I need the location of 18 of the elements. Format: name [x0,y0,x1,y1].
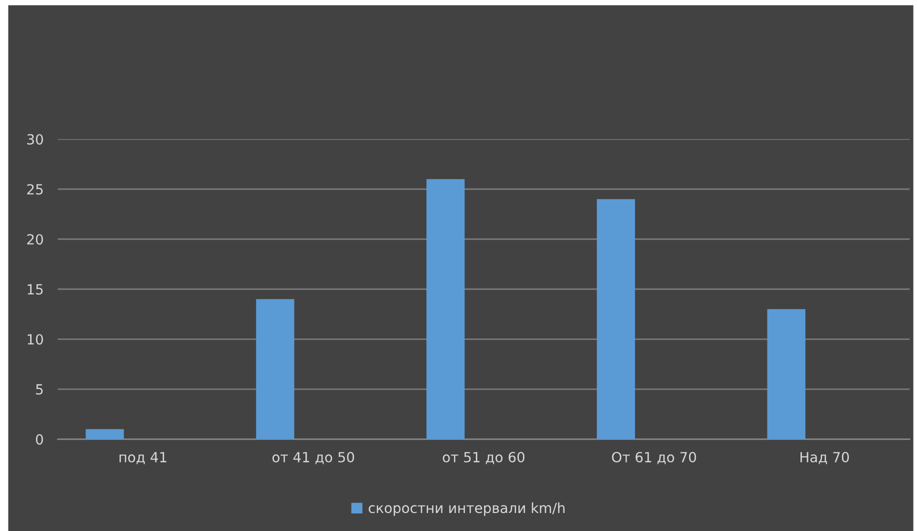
bar [86,429,124,440]
x-tick-label: под 41 [120,452,166,464]
y-tick-label: 25 [27,184,43,195]
y-tick-label: 15 [28,284,43,295]
x-tick-label: от 51 до 60 [442,452,524,464]
legend-label: скоростни интервали km/h [368,502,565,516]
x-tick-label: от 41 до 50 [272,452,354,464]
bar [426,179,465,440]
y-tick-label: 10 [28,334,43,345]
bar [596,199,636,440]
x-tick-label: От 61 до 70 [612,452,696,464]
bar [256,299,294,440]
bar [767,309,806,440]
y-tick-label: 5 [36,384,43,395]
y-tick-label: 30 [27,134,43,145]
x-tick-label: Над 70 [800,452,849,464]
y-tick-label: 0 [36,434,43,445]
y-tick-label: 20 [27,234,43,245]
